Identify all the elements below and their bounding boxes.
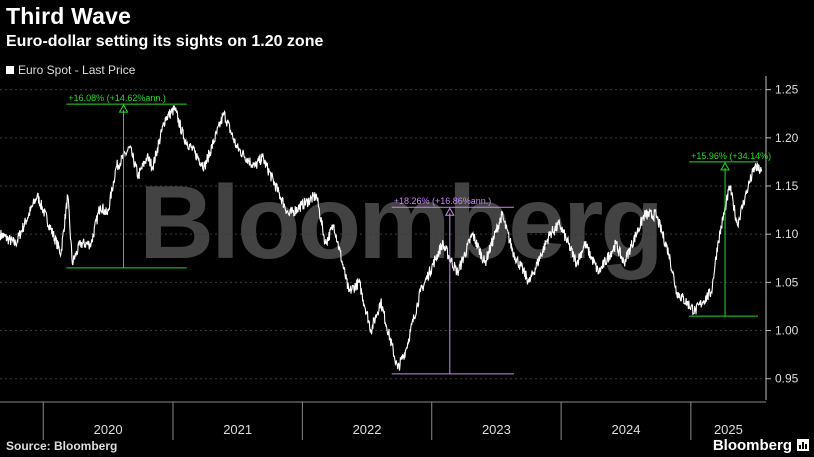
- x-tick-label: 2025: [714, 422, 743, 437]
- x-tick-label: 2022: [353, 422, 382, 437]
- annotation-label: +18.26% (+16.86%ann.): [394, 196, 492, 206]
- annotation-arrow: [720, 161, 730, 171]
- x-tick-label: 2020: [94, 422, 123, 437]
- source-note: Source: Bloomberg: [6, 439, 118, 453]
- y-tick-label: 1.25: [775, 83, 799, 97]
- x-tick-label: 2024: [612, 422, 641, 437]
- y-tick-label: 1.10: [775, 227, 799, 241]
- y-tick-label: 1.20: [775, 131, 799, 145]
- y-tick-label: 0.95: [775, 372, 799, 386]
- chart-subtitle: Euro-dollar setting its sights on 1.20 z…: [6, 33, 324, 50]
- chart-title: Third Wave: [6, 3, 132, 29]
- watermark-text: Bloomberg: [139, 165, 661, 281]
- brand-logo: Bloomberg: [712, 437, 792, 454]
- y-tick-label: 1.15: [775, 179, 799, 193]
- legend-swatch: [6, 66, 14, 74]
- annotation-arrow: [118, 104, 129, 113]
- annotation-arrow: [444, 207, 455, 216]
- series-line-euro-spot: [0, 105, 763, 371]
- bar-chart-icon: [797, 439, 809, 451]
- y-tick-label: 1.00: [775, 324, 799, 338]
- annotation-label: +15.96% (+34.14%): [691, 151, 771, 161]
- y-tick-label: 1.05: [775, 275, 799, 289]
- annotation-label: +16.08% (+14.62%ann.): [68, 93, 166, 103]
- x-tick-label: 2021: [223, 422, 252, 437]
- legend: Euro Spot - Last Price: [6, 63, 135, 77]
- x-tick-label: 2023: [482, 422, 511, 437]
- legend-label: Euro Spot - Last Price: [18, 63, 136, 77]
